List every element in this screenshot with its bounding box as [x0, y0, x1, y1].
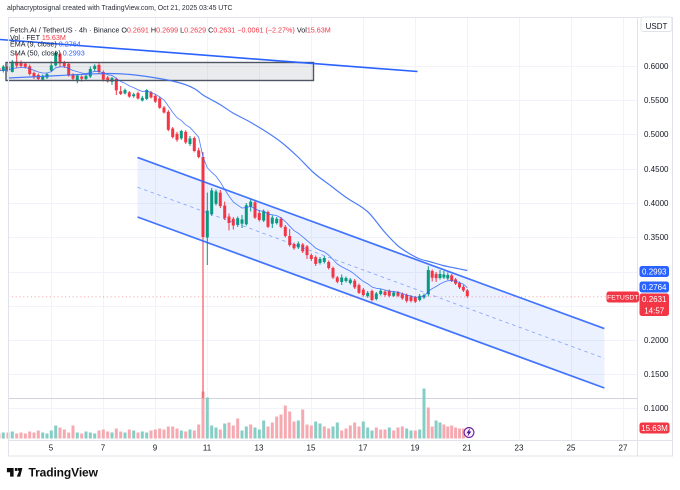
svg-text:27: 27 — [619, 444, 628, 453]
svg-text:19: 19 — [411, 444, 420, 453]
svg-text:15: 15 — [307, 444, 316, 453]
svg-text:7: 7 — [101, 444, 106, 453]
svg-text:0.4000: 0.4000 — [644, 199, 669, 208]
svg-text:SMA (50, close) 0.2993: SMA (50, close) 0.2993 — [10, 49, 85, 58]
svg-text:0.1500: 0.1500 — [644, 370, 669, 379]
svg-text:17: 17 — [359, 444, 368, 453]
svg-text:0.4500: 0.4500 — [644, 165, 669, 174]
svg-text:Vol · FET 15.63M: Vol · FET 15.63M — [10, 33, 66, 42]
svg-text:15.63M: 15.63M — [641, 424, 668, 433]
svg-text:25: 25 — [567, 444, 576, 453]
svg-text:0.2631: 0.2631 — [642, 295, 667, 304]
svg-text:13: 13 — [255, 444, 264, 453]
svg-text:14:57: 14:57 — [644, 306, 665, 315]
svg-text:0.2993: 0.2993 — [642, 267, 667, 276]
svg-text:0.2000: 0.2000 — [644, 336, 669, 345]
svg-text:Fetch.AI / TetherUS · 4h · Bin: Fetch.AI / TetherUS · 4h · Binance O0.26… — [10, 26, 331, 35]
svg-text:0.3500: 0.3500 — [644, 233, 669, 242]
svg-text:0.2764: 0.2764 — [642, 283, 667, 292]
svg-text:USDT: USDT — [646, 22, 668, 31]
svg-text:0.1000: 0.1000 — [644, 404, 669, 413]
svg-text:0.6000: 0.6000 — [644, 62, 669, 71]
svg-text:0.5000: 0.5000 — [644, 130, 669, 139]
svg-text:23: 23 — [515, 444, 524, 453]
svg-text:11: 11 — [203, 444, 212, 453]
svg-text:9: 9 — [153, 444, 158, 453]
svg-text:5: 5 — [49, 444, 54, 453]
svg-text:alphacryptosignal created with: alphacryptosignal created with TradingVi… — [7, 5, 232, 12]
svg-text:TradingView: TradingView — [29, 466, 99, 480]
svg-text:EMA (9, close) 0.2764: EMA (9, close) 0.2764 — [10, 40, 81, 49]
svg-text:0.5500: 0.5500 — [644, 96, 669, 105]
svg-text:FETUSDT: FETUSDT — [607, 294, 638, 301]
svg-text:21: 21 — [463, 444, 472, 453]
